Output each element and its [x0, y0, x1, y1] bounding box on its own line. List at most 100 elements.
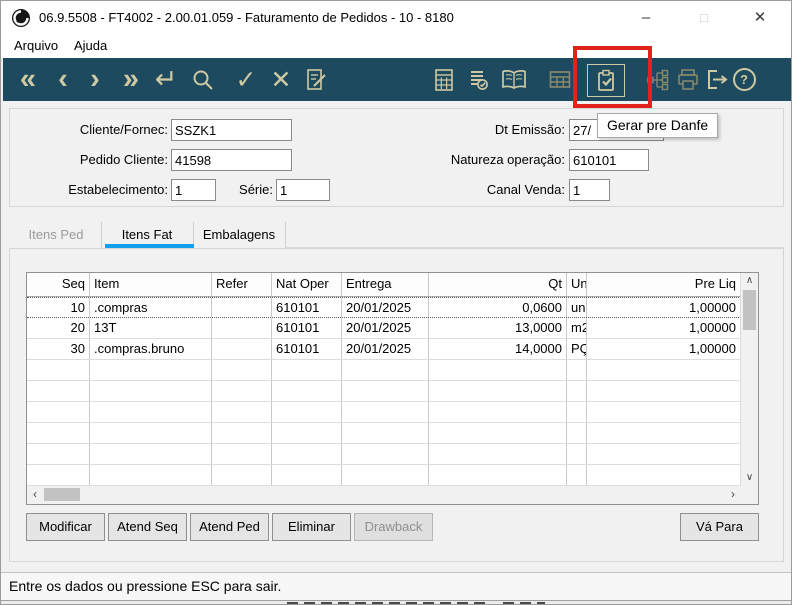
column-header-refer[interactable]: Refer [212, 273, 272, 296]
table-cell[interactable]: 1,00000 [587, 318, 741, 338]
book-icon[interactable] [497, 58, 531, 101]
table-cell [90, 381, 212, 401]
table-cell[interactable]: 20/01/2025 [342, 298, 429, 317]
estabelecimento-input[interactable] [171, 179, 216, 201]
table-cell[interactable]: .compras [90, 298, 212, 317]
column-header-un[interactable]: Un [567, 273, 587, 296]
confirm-icon[interactable]: ✓ [235, 65, 257, 94]
table-cell[interactable]: 0,0600 [429, 298, 567, 317]
table-cell [212, 465, 272, 485]
cutoff-text-smudge [503, 602, 545, 604]
menu-ajuda[interactable]: Ajuda [74, 38, 108, 53]
table-cell [212, 423, 272, 443]
table-cell [342, 381, 429, 401]
cancel-icon[interactable]: ✕ [270, 65, 292, 94]
column-header-pre-liq[interactable]: Pre Liq [587, 273, 741, 296]
table-cell[interactable]: 20/01/2025 [342, 339, 429, 359]
edit-document-icon[interactable] [299, 58, 333, 101]
menu-arquivo[interactable]: Arquivo [14, 38, 59, 53]
table-cell[interactable]: 1,00000 [587, 339, 741, 359]
column-header-nat-oper[interactable]: Nat Oper [272, 273, 342, 296]
canal-venda-input[interactable] [569, 179, 610, 201]
pedido-cliente-input[interactable] [171, 149, 292, 171]
previous-record-icon[interactable]: ‹ [58, 63, 68, 95]
exit-icon[interactable] [700, 58, 734, 101]
vertical-scrollbar[interactable]: ∧ ∨ [740, 273, 758, 486]
scroll-down-icon[interactable]: ∨ [745, 472, 754, 483]
calculator-icon[interactable] [427, 58, 461, 101]
table-cell [90, 444, 212, 464]
background-window-sliver [1, 600, 791, 604]
table-cell [342, 465, 429, 485]
enter-icon[interactable]: ↵ [154, 64, 178, 94]
natureza-operacao-input[interactable] [569, 149, 649, 171]
close-button[interactable]: ✕ [753, 9, 767, 26]
va-para-button[interactable]: Vá Para [680, 513, 759, 541]
table-cell [27, 381, 90, 401]
document-check-icon[interactable] [461, 58, 495, 101]
status-bar: Entre os dados ou pressione ESC para sai… [1, 573, 791, 600]
table-cell[interactable]: .compras.bruno [90, 339, 212, 359]
table-cell[interactable]: 10 [27, 298, 90, 317]
tab-embalagens[interactable]: Embalagens [202, 227, 276, 242]
table-grid-icon[interactable] [543, 58, 577, 101]
horizontal-scrollbar[interactable]: ‹ › [27, 485, 741, 504]
table-cell[interactable]: PÇ [567, 339, 587, 359]
printer-icon[interactable] [671, 58, 705, 101]
table-cell [429, 423, 567, 443]
tab-itens-ped[interactable]: Itens Ped [28, 227, 84, 242]
app-logo-icon [11, 8, 31, 28]
table-cell[interactable]: 20 [27, 318, 90, 338]
table-cell [587, 360, 741, 380]
scroll-right-icon[interactable]: › [731, 487, 735, 501]
table-cell[interactable]: 13,0000 [429, 318, 567, 338]
table-cell[interactable]: 14,0000 [429, 339, 567, 359]
search-icon[interactable] [186, 58, 220, 101]
atend-seq-button[interactable]: Atend Seq [108, 513, 187, 541]
table-cell[interactable] [212, 339, 272, 359]
horizontal-scroll-thumb[interactable] [44, 488, 80, 501]
scroll-left-icon[interactable]: ‹ [33, 487, 37, 501]
modificar-button[interactable]: Modificar [26, 513, 105, 541]
status-message: Entre os dados ou pressione ESC para sai… [9, 578, 282, 594]
gerar-pre-danfe-icon[interactable] [587, 64, 625, 97]
atend-ped-button[interactable]: Atend Ped [190, 513, 269, 541]
table-cell [212, 381, 272, 401]
next-record-icon[interactable]: › [90, 63, 100, 95]
first-record-icon[interactable]: « [19, 63, 37, 95]
cutoff-text-smudge [287, 602, 487, 604]
column-header-item[interactable]: Item [90, 273, 212, 296]
vertical-scroll-thumb[interactable] [743, 290, 756, 330]
table-cell [567, 465, 587, 485]
scroll-up-icon[interactable]: ∧ [745, 275, 754, 286]
tab-itens-fat[interactable]: Itens Fat [121, 227, 173, 242]
table-empty-row [27, 402, 741, 423]
table-cell[interactable]: 30 [27, 339, 90, 359]
table-cell[interactable]: 610101 [272, 339, 342, 359]
column-header-entrega[interactable]: Entrega [342, 273, 429, 296]
serie-label: Série: [239, 182, 273, 197]
table-cell[interactable]: 1,00000 [587, 298, 741, 317]
table-cell [272, 360, 342, 380]
cliente-fornec-input[interactable] [171, 119, 292, 141]
table-cell[interactable]: 610101 [272, 318, 342, 338]
minimize-button[interactable]: – [641, 9, 651, 26]
table-cell[interactable] [212, 318, 272, 338]
table-cell[interactable]: m2 [567, 318, 587, 338]
table-cell[interactable]: 20/01/2025 [342, 318, 429, 338]
last-record-icon[interactable]: » [122, 63, 140, 95]
help-icon[interactable]: ? [727, 58, 761, 101]
table-cell [429, 381, 567, 401]
table-cell [567, 402, 587, 422]
serie-input[interactable] [276, 179, 330, 201]
column-header-qt[interactable]: Qt [429, 273, 567, 296]
column-header-seq[interactable]: Seq [27, 273, 90, 296]
table-row[interactable]: 10 .compras 610101 20/01/2025 0,0600 un 1,0000… [27, 297, 741, 318]
table-cell[interactable] [212, 298, 272, 317]
table-cell[interactable]: un [567, 298, 587, 317]
table-cell[interactable]: 13T [90, 318, 212, 338]
eliminar-button[interactable]: Eliminar [272, 513, 351, 541]
table-cell[interactable]: 610101 [272, 298, 342, 317]
table-row[interactable]: 30 .compras.bruno 610101 20/01/2025 14,0000 P… [27, 339, 741, 360]
